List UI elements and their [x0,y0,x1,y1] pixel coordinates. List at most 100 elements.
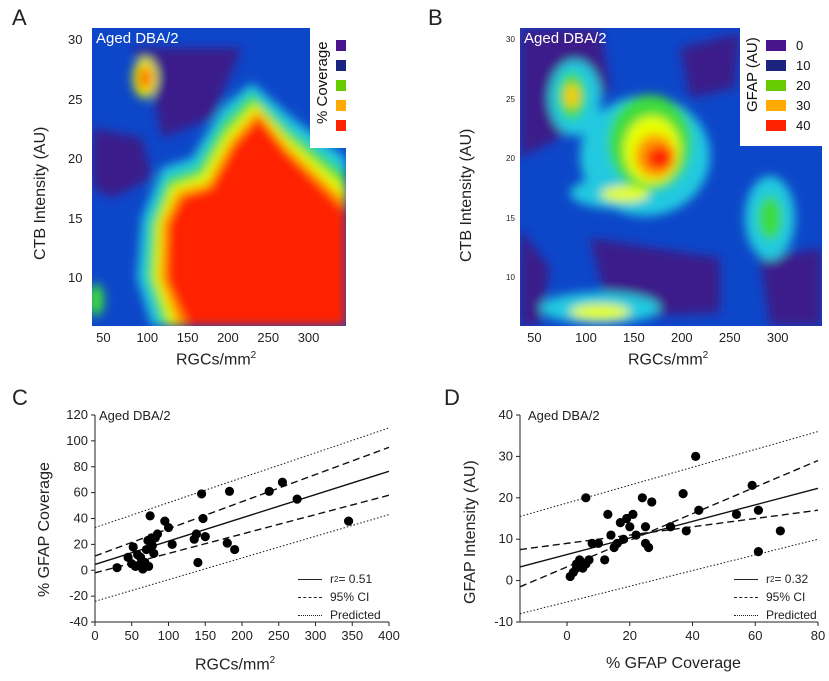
data-point-c [292,494,302,504]
stat-r2-d-r: r [766,572,770,586]
legend-b-label: 20 [796,78,811,93]
stat-line-pred-c [298,614,322,616]
y-tick-label-c: -40 [69,614,88,629]
stat-ci-d-text: 95% CI [766,590,806,604]
legend-a-item: 60 [336,118,346,133]
data-point-d [606,530,616,540]
data-point-d [747,480,757,490]
stat-line-ci-d [734,596,758,598]
y-tick-label-a: 30 [68,31,83,47]
legend-b-item: 20 [766,78,810,93]
legend-b-item: 0 [766,38,803,53]
x-tick-label-a: 300 [297,330,320,345]
x-tick-label-d: 0 [563,628,570,643]
x-tick-label-c: 100 [158,628,180,643]
heatmap-a-title: Aged DBA/2 [96,30,179,47]
data-point-d [575,555,585,565]
panel-letter-d: D [444,385,460,410]
legend-b-swatch [766,120,786,131]
x-tick-label-c: 150 [194,628,216,643]
data-point-c [152,529,163,539]
y-tick-label-c: 20 [74,536,88,551]
data-point-c [230,544,240,555]
data-point-c [150,533,160,543]
x-tick-label-b: 300 [766,330,789,345]
data-point-c [343,516,354,526]
stat-ci-d: 95% CI [734,590,805,604]
fit-line-d [519,487,819,568]
data-point-c [198,513,208,524]
legend-b: GFAP (AU) 0 10 20 30 40 [740,28,822,146]
y-axis-title-a: CTB Intensity (AU) [32,126,49,260]
stat-line-pred-d [734,614,758,616]
data-point-d [691,451,701,461]
x-tick-label-d: 20 [623,628,637,643]
x-tick-label-c: 300 [305,628,327,643]
y-axis-title-c: % GFAP Coverage [36,462,53,597]
data-point-c [135,552,146,562]
data-point-d [731,509,742,519]
x-tick-label-a: 200 [217,330,239,345]
x-axis-title-b-text: RGCs/mm [628,351,703,369]
data-point-d [612,538,622,548]
data-point-c [134,560,144,570]
data-point-c [193,557,203,568]
data-point-d [678,489,688,499]
y-tick-label-b: 25 [506,94,515,104]
stat-pred-c: Predicted [298,608,381,622]
stat-pred-d-text: Predicted [766,608,817,622]
legend-b-label: 10 [796,58,811,73]
data-point-c [163,522,174,533]
y-tick-label-d: 30 [499,448,513,463]
x-axis-title-b-sup: 2 [702,350,709,361]
data-point-d [665,522,676,532]
data-point-d [565,571,575,582]
x-tick-label-b: 50 [527,330,542,345]
y-tick-label-d: 20 [499,490,513,505]
stat-line-fit-d [734,578,758,580]
y-tick-label-c: 80 [74,459,88,474]
x-tick-label-a: 250 [257,330,280,345]
y-tick-label-a: 20 [68,151,83,167]
legend-a-swatch [336,100,346,111]
data-point-c [196,489,207,499]
legend-a-title: % Coverage [314,41,331,124]
legend-a-item: 0 [336,38,346,53]
stat-r2-c-r: r [330,572,334,586]
data-point-d [581,493,591,503]
data-point-c [191,529,202,539]
data-point-c [145,511,155,521]
data-point-c [146,533,157,543]
data-point-d [631,530,641,540]
legend-a-swatch [336,40,346,51]
legend-a: % Coverage 0 15 30 45 60 [310,28,346,148]
legend-b-label: 40 [796,118,811,133]
data-point-c [112,563,122,573]
y-tick-label-d: -10 [494,614,513,629]
ci-upper-c [94,446,390,557]
data-point-d [640,522,651,532]
data-point-d [753,505,764,515]
data-point-d [603,509,613,519]
y-tick-label-c: 0 [81,562,88,577]
legend-b-title: GFAP (AU) [744,37,761,112]
data-point-d [681,526,691,536]
data-point-d [615,518,625,528]
data-point-c [141,544,152,555]
stat-r2-c-sup: 2 [334,574,339,584]
x-axis-title-c-text: RGCs/mm [195,656,270,674]
data-point-c [128,542,138,552]
data-point-d [637,493,647,503]
x-tick-label-c: 250 [268,628,290,643]
panel-letter-a: A [12,5,27,30]
x-tick-label-b: 100 [575,330,597,345]
data-point-d [568,567,578,577]
data-point-c [189,534,199,544]
legend-b-item: 40 [766,118,810,133]
data-point-d [625,522,635,532]
x-tick-label-d: 60 [748,628,762,643]
panel-letter-c: C [12,385,28,410]
scatter-c-title: Aged DBA/2 [99,408,171,423]
data-point-c [147,541,157,551]
x-tick-label-a: 50 [96,330,111,345]
